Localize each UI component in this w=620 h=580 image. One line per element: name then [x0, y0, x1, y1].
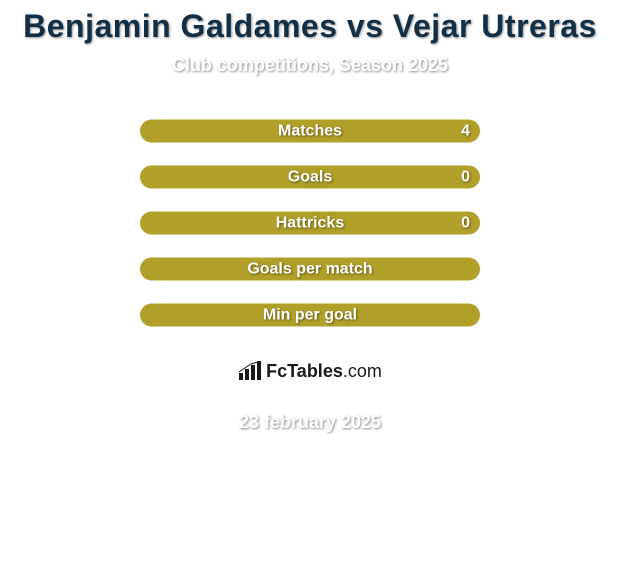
brand-tld: .com [343, 361, 382, 381]
stat-row: Matches4 [0, 118, 620, 144]
stat-row: Goals per match [0, 256, 620, 282]
stat-bar: Min per goal [140, 304, 480, 327]
player-left-indicator [10, 165, 110, 189]
stat-bar: Hattricks0 [140, 212, 480, 235]
stat-bar: Goals per match [140, 258, 480, 281]
stat-label: Min per goal [140, 306, 480, 324]
stat-label: Goals per match [140, 260, 480, 278]
brand-name: FcTables [266, 361, 343, 381]
stat-row: Hattricks0 [0, 210, 620, 236]
page-subtitle: Club competitions, Season 2025 [0, 55, 620, 76]
stat-bar: Goals0 [140, 166, 480, 189]
stats-section: Matches4Goals0Hattricks0Goals per matchM… [0, 118, 620, 328]
player-left-indicator [10, 119, 110, 143]
brand-logo-card: FcTables.com [201, 348, 419, 394]
bar-chart-icon [238, 361, 262, 381]
stat-value: 4 [461, 122, 470, 140]
footer-date: 23 february 2025 [0, 412, 620, 433]
brand-logo-text: FcTables.com [266, 361, 382, 382]
stat-bar: Matches4 [140, 120, 480, 143]
stat-label: Matches [140, 122, 480, 140]
player-right-indicator [510, 119, 610, 143]
comparison-card: Benjamin Galdames vs Vejar Utreras Club … [0, 0, 620, 580]
stat-value: 0 [461, 214, 470, 232]
player-right-indicator [510, 165, 610, 189]
page-title: Benjamin Galdames vs Vejar Utreras [0, 8, 620, 45]
stat-label: Goals [140, 168, 480, 186]
stat-row: Goals0 [0, 164, 620, 190]
stat-value: 0 [461, 168, 470, 186]
stat-label: Hattricks [140, 214, 480, 232]
stat-row: Min per goal [0, 302, 620, 328]
